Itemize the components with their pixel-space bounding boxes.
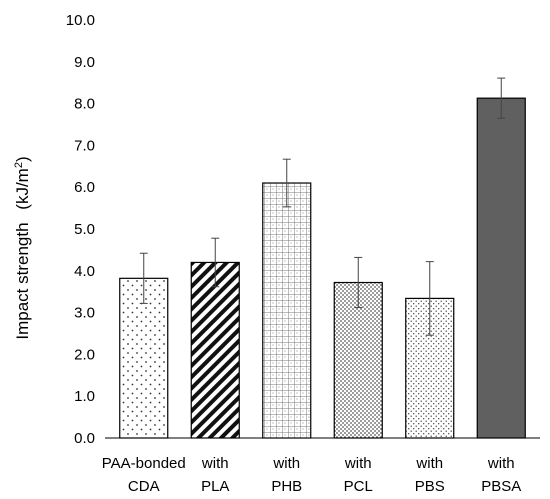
y-tick-label: 9.0	[74, 54, 95, 71]
x-tick-label: with	[415, 455, 443, 472]
bar	[190, 261, 240, 439]
bar	[119, 277, 169, 439]
y-tick-label: 5.0	[74, 221, 95, 238]
error-bar	[425, 261, 434, 336]
x-tick-label: with	[201, 455, 229, 472]
error-bar	[139, 252, 148, 304]
x-tick-label: with	[487, 455, 515, 472]
x-tick-label: PBS	[415, 478, 445, 495]
y-axis-title: Impact strength (kJ/m2)	[13, 156, 32, 339]
bar	[476, 97, 526, 439]
x-tick-label: with	[344, 455, 372, 472]
y-axis-unit-close: )	[13, 156, 32, 162]
bar	[262, 182, 312, 439]
error-bars	[139, 77, 506, 336]
bar	[333, 281, 383, 439]
y-axis-title-text: Impact strength	[13, 222, 32, 339]
y-tick-label: 2.0	[74, 346, 95, 363]
error-bar	[211, 237, 220, 288]
y-tick-label: 1.0	[74, 388, 95, 405]
y-tick-label: 3.0	[74, 305, 95, 322]
y-tick-label: 8.0	[74, 96, 95, 113]
y-tick-label: 7.0	[74, 137, 95, 154]
x-tick-label: with	[272, 455, 300, 472]
y-tick-label: 6.0	[74, 179, 95, 196]
y-tick-label: 10.0	[66, 12, 95, 29]
x-tick-label: PCL	[344, 478, 373, 495]
x-tick-label: PAA-bonded	[102, 455, 186, 472]
y-axis-ticks: 0.0 1.0 2.0 3.0 4.0 5.0 6.0 7.0 8.0 9.0 10.0	[66, 12, 95, 447]
y-tick-label: 4.0	[74, 263, 95, 280]
error-bar	[282, 158, 291, 208]
x-tick-label: PBSA	[481, 478, 521, 495]
x-tick-label: PHB	[271, 478, 302, 495]
y-axis-unit: (kJ/m	[13, 168, 32, 210]
x-tick-label: PLA	[201, 478, 229, 495]
bars	[119, 97, 526, 439]
error-bar	[354, 256, 363, 309]
x-tick-label: CDA	[128, 478, 160, 495]
x-axis-labels: PAA-bonded CDA with PLA with PHB with PCL with PB…	[102, 455, 521, 495]
error-bar	[497, 77, 506, 119]
y-tick-label: 0.0	[74, 430, 95, 447]
y-axis-unit-sup: 2	[13, 162, 25, 168]
